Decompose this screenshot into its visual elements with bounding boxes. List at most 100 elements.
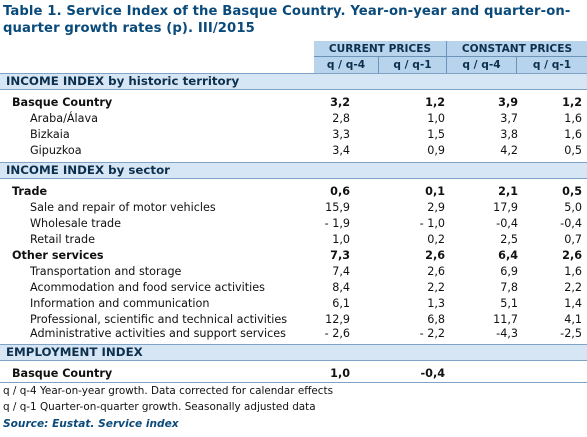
table-row: Transportation and storage 7,4 2,6 6,9 1… — [0, 264, 587, 279]
cell-constant-q1: 1,6 — [564, 112, 582, 125]
cell-constant-q4: 5,1 — [500, 297, 518, 310]
header-group-row: CURRENT PRICES CONSTANT PRICES — [0, 41, 587, 57]
header-col-current-q4: q / q-4 — [314, 57, 378, 73]
cell-current-q1: -0,4 — [420, 367, 445, 380]
row-label: Gipuzkoa — [30, 144, 82, 157]
table-row: Trade 0,6 0,1 2,1 0,5 — [0, 184, 587, 199]
cell-current-q4: 1,0 — [332, 233, 350, 246]
row-label: Trade — [12, 185, 48, 198]
table-title: Table 1. Service Index of the Basque Cou… — [3, 4, 571, 36]
cell-current-q4: 3,3 — [332, 128, 350, 141]
cell-constant-q1: 2,6 — [562, 249, 582, 262]
cell-constant-q1: 0,5 — [564, 144, 582, 157]
cell-constant-q1: -2,5 — [560, 327, 582, 340]
cell-current-q4: 12,9 — [325, 313, 350, 326]
cell-current-q1: 2,2 — [427, 281, 445, 294]
row-label: Araba/Álava — [30, 112, 98, 125]
table-row: Information and communication 6,1 1,3 5,… — [0, 296, 587, 311]
header-col-current-q1: q / q-1 — [379, 57, 446, 73]
cell-current-q1: 2,6 — [425, 249, 445, 262]
cell-current-q1: 6,8 — [427, 313, 445, 326]
cell-constant-q1: 1,2 — [562, 96, 582, 109]
row-label: Basque Country — [12, 96, 113, 109]
cell-current-q1: 1,5 — [427, 128, 445, 141]
cell-constant-q4: 11,7 — [493, 313, 518, 326]
header-separator — [446, 41, 447, 73]
table-row: Administrative activities and support se… — [0, 326, 587, 341]
cell-current-q1: 1,3 — [427, 297, 445, 310]
cell-constant-q4: -4,3 — [496, 327, 518, 340]
cell-constant-q4: 17,9 — [493, 201, 518, 214]
row-label: Transportation and storage — [30, 265, 182, 278]
cell-constant-q4: 3,7 — [500, 112, 518, 125]
cell-constant-q4: 3,8 — [500, 128, 518, 141]
table-row: Retail trade 1,0 0,2 2,5 0,7 — [0, 232, 587, 247]
source-note: Source: Eustat. Service index — [3, 418, 179, 430]
cell-constant-q1: -0,4 — [560, 217, 582, 230]
cell-current-q1: - 1,0 — [419, 217, 445, 230]
cell-constant-q1: 0,7 — [564, 233, 582, 246]
table-row: Gipuzkoa 3,4 0,9 4,2 0,5 — [0, 143, 587, 158]
cell-constant-q4: -0,4 — [496, 217, 518, 230]
cell-current-q1: - 2,2 — [419, 327, 445, 340]
row-label: Information and communication — [30, 297, 210, 310]
table-row: Basque Country 3,2 1,2 3,9 1,2 — [0, 95, 587, 110]
cell-current-q4: 1,0 — [330, 367, 350, 380]
table-row: Basque Country 1,0 -0,4 — [0, 366, 587, 381]
section-heading: EMPLOYMENT INDEX — [0, 344, 587, 361]
footnote-year-on-year: q / q-4 Year-on-year growth. Data correc… — [3, 385, 333, 397]
header-separator — [516, 57, 517, 73]
header-col-constant-q1: q / q-1 — [517, 57, 587, 73]
cell-current-q1: 1,0 — [427, 112, 445, 125]
row-label: Other services — [12, 249, 104, 262]
row-label: Sale and repair of motor vehicles — [30, 201, 216, 214]
cell-constant-q4: 6,9 — [500, 265, 518, 278]
table-bottom-rule — [0, 382, 587, 383]
cell-current-q4: - 2,6 — [324, 327, 350, 340]
cell-constant-q4: 7,8 — [500, 281, 518, 294]
table-row: Araba/Álava 2,8 1,0 3,7 1,6 — [0, 111, 587, 126]
cell-constant-q4: 2,1 — [498, 185, 518, 198]
row-label: Basque Country — [12, 367, 113, 380]
cell-constant-q1: 1,4 — [564, 297, 582, 310]
cell-current-q1: 2,9 — [427, 201, 445, 214]
header-separator — [378, 57, 379, 73]
table-row: Acommodation and food service activities… — [0, 280, 587, 295]
cell-constant-q4: 4,2 — [500, 144, 518, 157]
cell-constant-q4: 6,4 — [498, 249, 518, 262]
cell-current-q4: 15,9 — [325, 201, 350, 214]
cell-current-q1: 2,6 — [427, 265, 445, 278]
row-label: Wholesale trade — [30, 217, 122, 230]
table-row: Bizkaia 3,3 1,5 3,8 1,6 — [0, 127, 587, 142]
row-label: Retail trade — [30, 233, 95, 246]
cell-current-q4: 3,4 — [332, 144, 350, 157]
cell-current-q1: 0,9 — [427, 144, 445, 157]
cell-constant-q4: 3,9 — [498, 96, 518, 109]
cell-current-q4: - 1,9 — [324, 217, 350, 230]
section-heading: INCOME INDEX by sector — [0, 162, 587, 179]
table-row: Sale and repair of motor vehicles 15,9 2… — [0, 200, 587, 215]
cell-current-q1: 0,2 — [427, 233, 445, 246]
cell-constant-q1: 1,6 — [564, 128, 582, 141]
row-label: Bizkaia — [30, 128, 70, 141]
row-label: Acommodation and food service activities — [30, 281, 265, 294]
header-columns-row: q / q-4 q / q-1 q / q-4 q / q-1 — [0, 57, 587, 73]
footnote-quarter-on-quarter: q / q-1 Quarter-on-quarter growth. Seaso… — [3, 401, 316, 413]
cell-current-q4: 0,6 — [330, 185, 350, 198]
cell-constant-q4: 2,5 — [500, 233, 518, 246]
table-row: Professional, scientific and technical a… — [0, 312, 587, 327]
cell-current-q1: 0,1 — [425, 185, 445, 198]
table-row: Other services 7,3 2,6 6,4 2,6 — [0, 248, 587, 263]
header-current-prices: CURRENT PRICES — [314, 41, 446, 57]
cell-constant-q1: 0,5 — [562, 185, 582, 198]
table-row: Wholesale trade - 1,9 - 1,0 -0,4 -0,4 — [0, 216, 587, 231]
cell-constant-q1: 1,6 — [564, 265, 582, 278]
header-constant-prices: CONSTANT PRICES — [447, 41, 587, 57]
row-label: Professional, scientific and technical a… — [30, 313, 288, 326]
header-col-constant-q4: q / q-4 — [447, 57, 516, 73]
row-label: Administrative activities and support se… — [30, 327, 286, 340]
cell-current-q4: 7,4 — [332, 265, 350, 278]
cell-constant-q1: 4,1 — [564, 313, 582, 326]
cell-current-q1: 1,2 — [425, 96, 445, 109]
cell-current-q4: 2,8 — [332, 112, 350, 125]
